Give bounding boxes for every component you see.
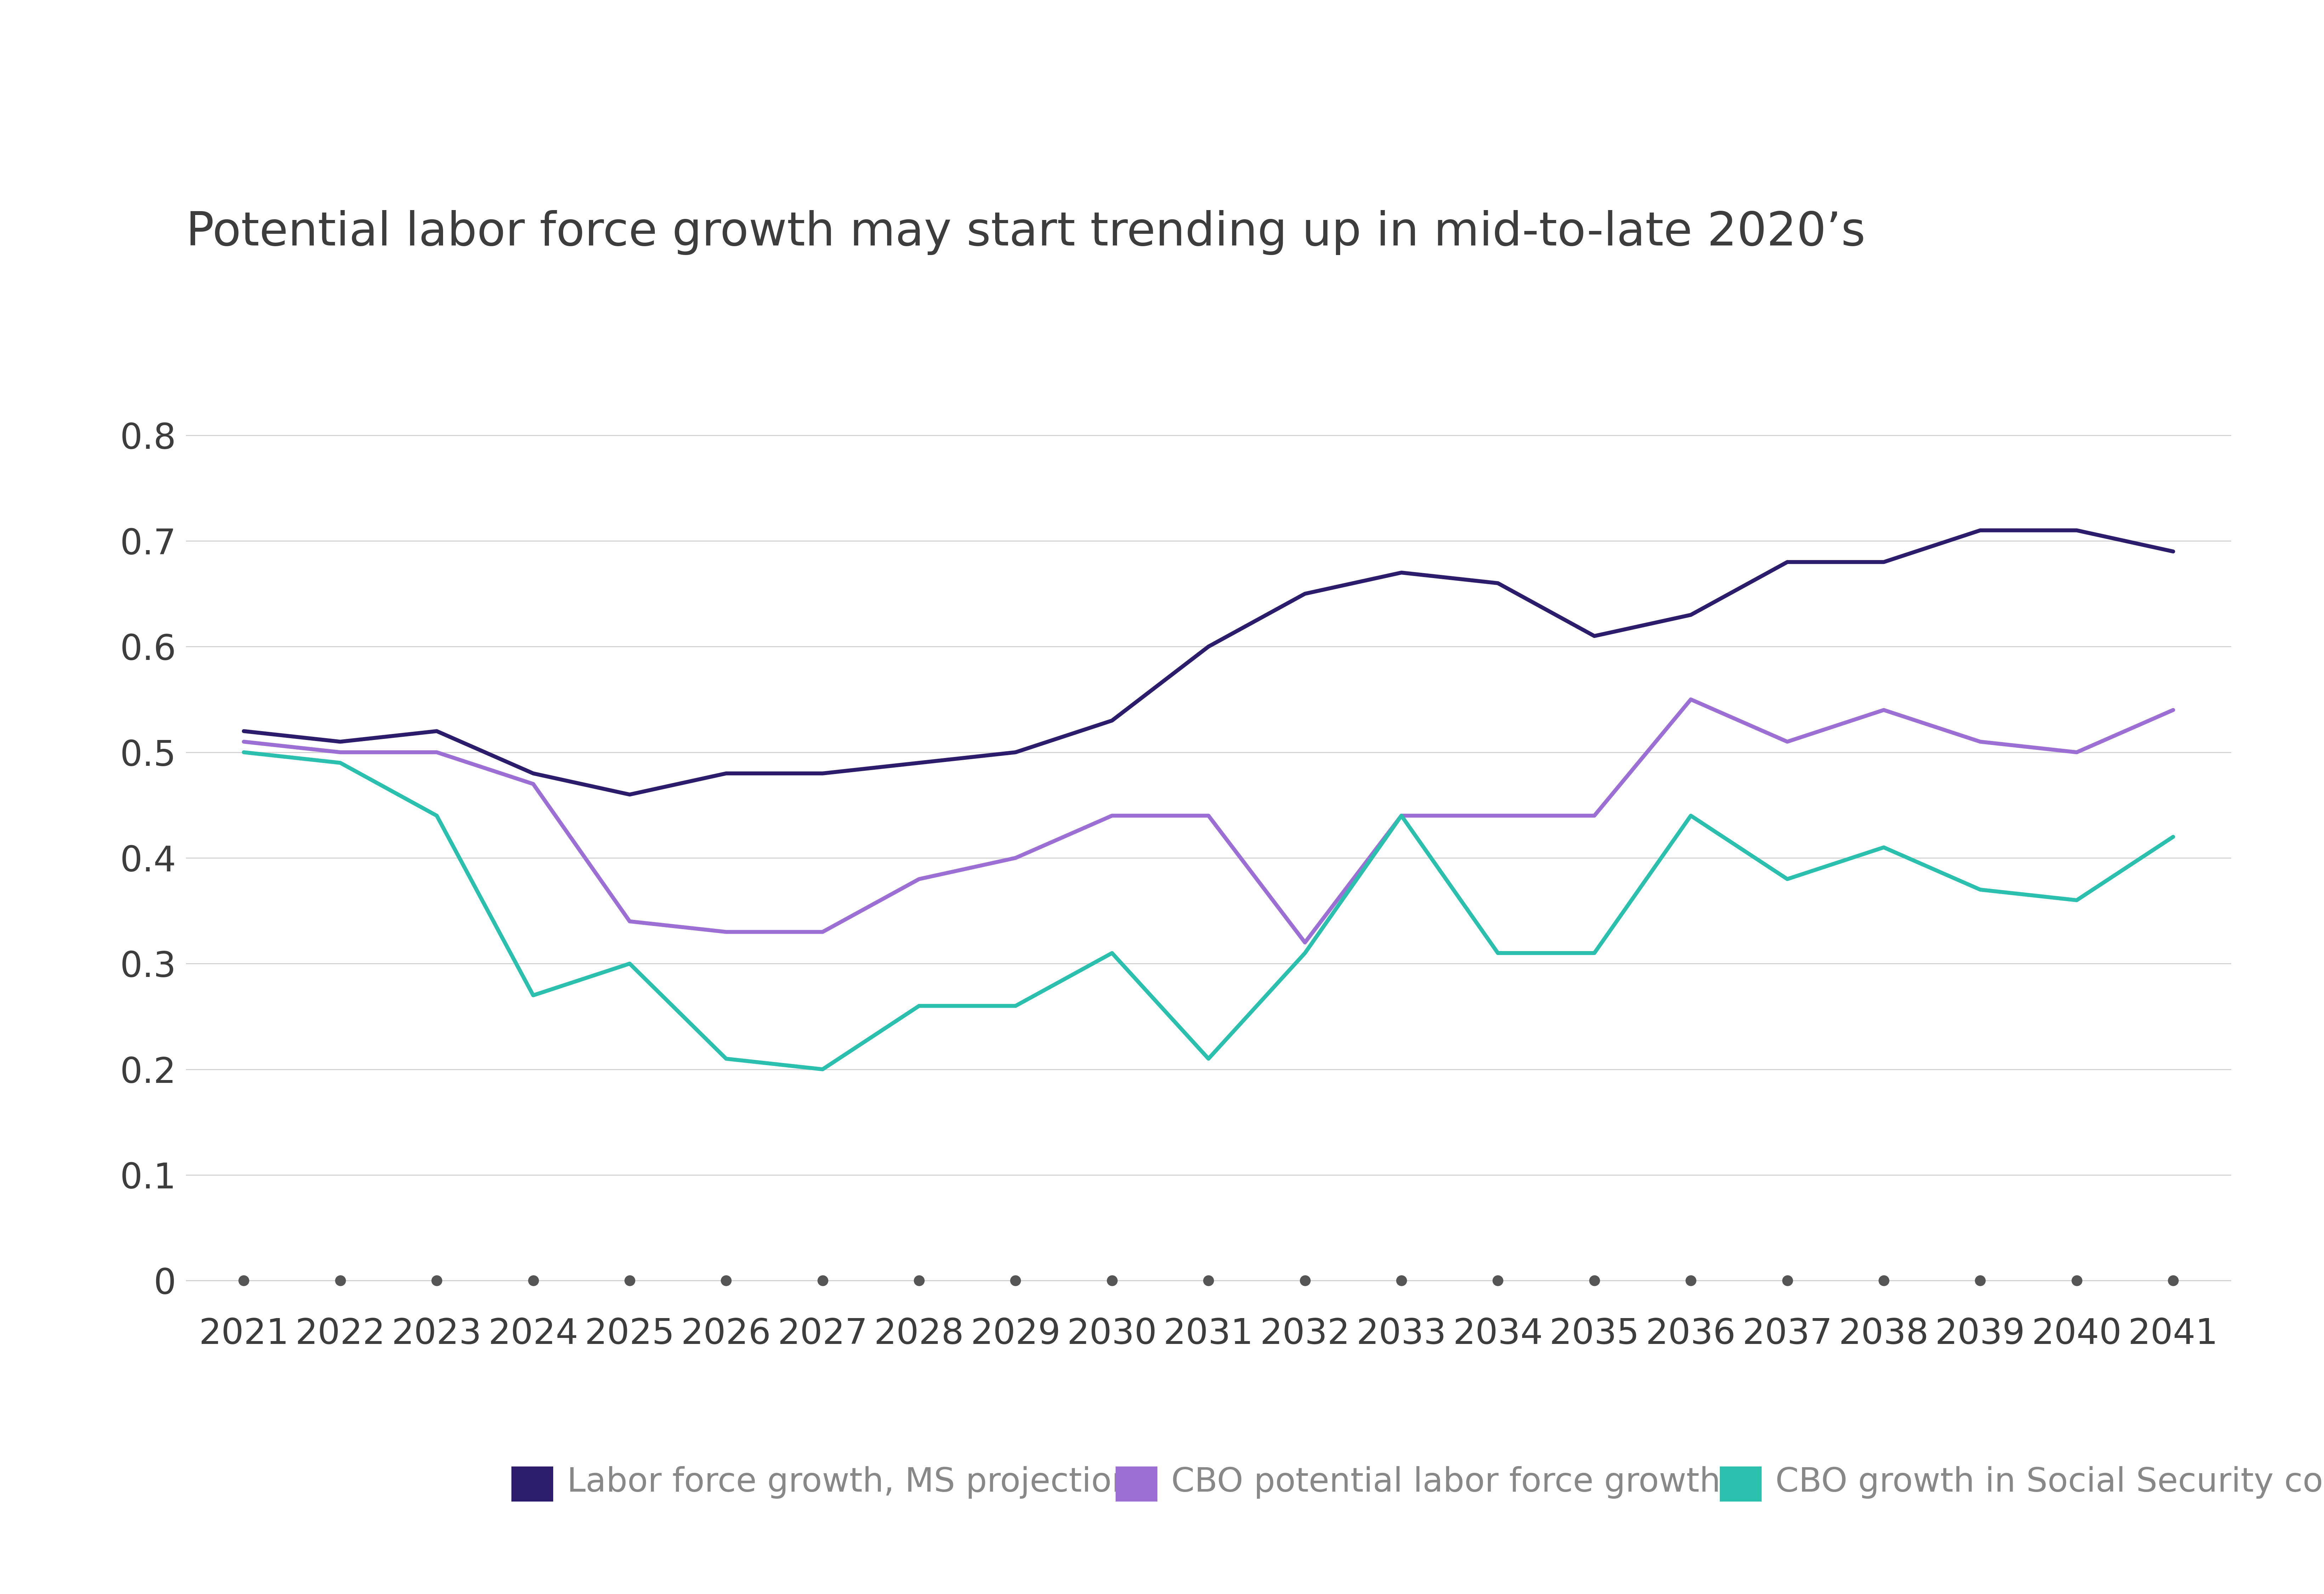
Line: Labor force growth, MS projection: Labor force growth, MS projection (244, 531, 2173, 794)
CBO potential labor force growth (1387, 807, 1415, 826)
Labor force growth, MS projection (1773, 553, 1801, 572)
Labor force growth, MS projection (1966, 521, 1994, 540)
Labor force growth, MS projection (2159, 542, 2187, 561)
CBO potential labor force growth (1485, 807, 1513, 826)
Labor force growth, MS projection (904, 754, 932, 773)
CBO potential labor force growth (1966, 732, 1994, 751)
Line: CBO growth in Social Security covered workers: CBO growth in Social Security covered wo… (244, 752, 2173, 1070)
Labor force growth, MS projection (809, 764, 837, 783)
Labor force growth, MS projection (325, 732, 353, 751)
CBO potential labor force growth (1097, 807, 1125, 826)
CBO growth in Social Security covered workers (1195, 1049, 1222, 1068)
CBO growth in Social Security covered workers (809, 1060, 837, 1079)
CBO potential labor force growth (1773, 732, 1801, 751)
CBO potential labor force growth (423, 743, 451, 762)
Labor force growth, MS projection (1580, 626, 1608, 646)
Labor force growth, MS projection (616, 784, 644, 803)
Labor force growth, MS projection (1485, 574, 1513, 593)
Labor force growth, MS projection (711, 764, 739, 783)
Labor force growth, MS projection (1387, 563, 1415, 582)
CBO growth in Social Security covered workers (1292, 944, 1320, 963)
CBO potential labor force growth (1580, 807, 1608, 826)
Labor force growth, MS projection (1002, 743, 1030, 762)
CBO potential labor force growth (2064, 743, 2092, 762)
CBO growth in Social Security covered workers (1580, 944, 1608, 963)
CBO potential labor force growth (1678, 690, 1706, 709)
CBO growth in Social Security covered workers (2159, 827, 2187, 846)
CBO potential labor force growth (904, 869, 932, 888)
CBO potential labor force growth (230, 732, 258, 751)
Line: CBO potential labor force growth: CBO potential labor force growth (244, 700, 2173, 942)
CBO growth in Social Security covered workers (1002, 996, 1030, 1015)
Labor force growth, MS projection (1292, 583, 1320, 603)
CBO potential labor force growth (325, 743, 353, 762)
Labor force growth, MS projection (1871, 553, 1899, 572)
CBO growth in Social Security covered workers (230, 743, 258, 762)
Labor force growth, MS projection (1097, 711, 1125, 730)
Labor force growth, MS projection (423, 722, 451, 741)
CBO potential labor force growth (711, 923, 739, 942)
Text: Potential labor force growth may start trending up in mid-to-late 2020’s: Potential labor force growth may start t… (186, 210, 1866, 255)
CBO potential labor force growth (1002, 848, 1030, 867)
Labor force growth, MS projection (230, 722, 258, 741)
CBO growth in Social Security covered workers (2064, 891, 2092, 910)
CBO potential labor force growth (616, 912, 644, 931)
CBO growth in Social Security covered workers (1097, 944, 1125, 963)
CBO growth in Social Security covered workers (711, 1049, 739, 1068)
Labor force growth, MS projection (1195, 638, 1222, 657)
CBO growth in Social Security covered workers (1678, 807, 1706, 826)
CBO growth in Social Security covered workers (1387, 807, 1415, 826)
CBO growth in Social Security covered workers (1773, 869, 1801, 888)
CBO potential labor force growth (518, 775, 546, 794)
CBO growth in Social Security covered workers (423, 807, 451, 826)
CBO potential labor force growth (1871, 700, 1899, 719)
CBO growth in Social Security covered workers (1871, 838, 1899, 858)
Labor force growth, MS projection (518, 764, 546, 783)
CBO growth in Social Security covered workers (1966, 880, 1994, 899)
CBO growth in Social Security covered workers (904, 996, 932, 1015)
CBO potential labor force growth (1195, 807, 1222, 826)
Labor force growth, MS projection (1678, 606, 1706, 625)
Labor force growth, MS projection (2064, 521, 2092, 540)
Text: Labor force growth, MS projection: Labor force growth, MS projection (567, 1466, 1132, 1498)
CBO potential labor force growth (2159, 700, 2187, 719)
CBO potential labor force growth (1292, 932, 1320, 952)
Text: CBO growth in Social Security covered workers: CBO growth in Social Security covered wo… (1776, 1466, 2324, 1498)
CBO growth in Social Security covered workers (518, 985, 546, 1004)
CBO potential labor force growth (809, 923, 837, 942)
CBO growth in Social Security covered workers (325, 754, 353, 773)
CBO growth in Social Security covered workers (616, 955, 644, 974)
CBO growth in Social Security covered workers (1485, 944, 1513, 963)
Text: CBO potential labor force growth: CBO potential labor force growth (1171, 1466, 1720, 1498)
